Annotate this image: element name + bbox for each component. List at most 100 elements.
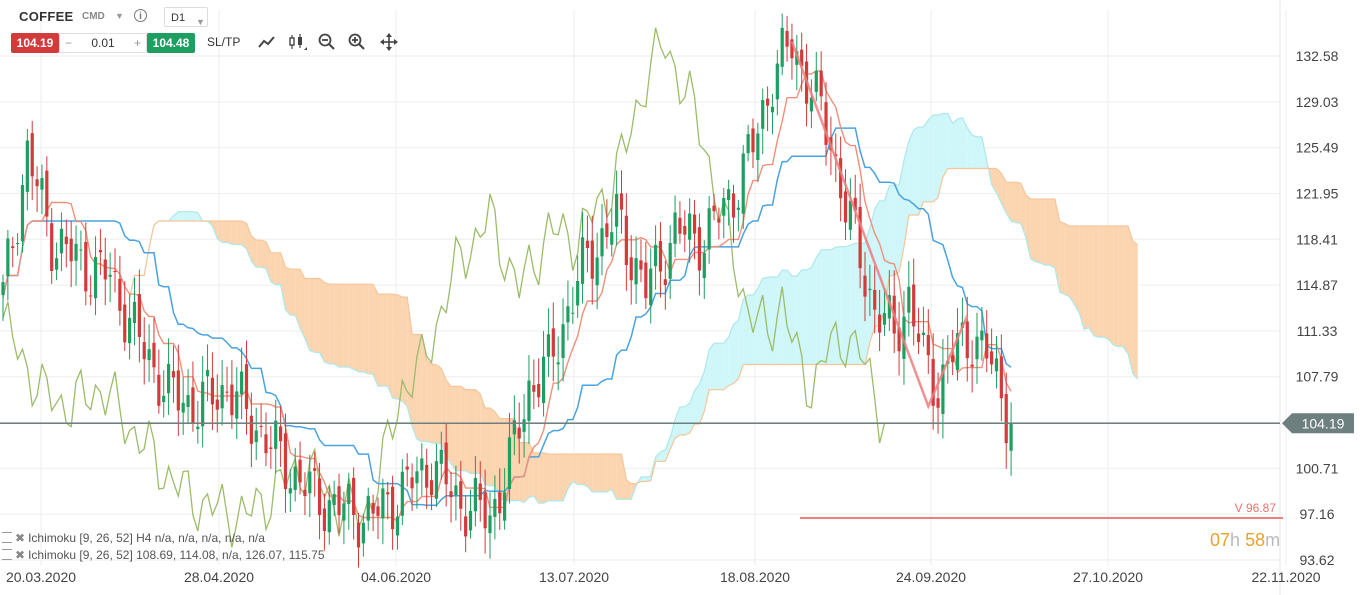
cloud-segment-bear bbox=[358, 284, 364, 372]
x-tick-label: 27.10.2020 bbox=[1073, 569, 1143, 585]
cloud-segment-bull bbox=[899, 160, 904, 273]
timeframe-select[interactable]: D1 ▼ bbox=[164, 7, 208, 27]
info-icon[interactable]: i bbox=[134, 9, 147, 22]
cloud-segment-bull bbox=[830, 247, 836, 365]
candle-up bbox=[668, 243, 672, 279]
candle-up bbox=[59, 228, 64, 254]
indicator-label: Ichimoku [9, 26, 52] H4 n/a, n/a, n/a, n… bbox=[28, 531, 265, 545]
candle-up bbox=[288, 488, 292, 494]
cloud-segment-bull bbox=[660, 449, 666, 462]
cloud-segment-bear bbox=[339, 284, 344, 368]
move-icon[interactable] bbox=[379, 32, 399, 52]
candle-down bbox=[985, 333, 989, 359]
candle-up bbox=[166, 363, 171, 394]
candle-up bbox=[366, 495, 370, 521]
candle-up bbox=[980, 330, 984, 341]
candle-up bbox=[503, 492, 507, 521]
candle-up bbox=[994, 358, 999, 372]
buy-button[interactable]: 104.48 bbox=[147, 33, 195, 53]
volume-input[interactable]: 0.01 bbox=[91, 36, 115, 50]
cloud-segment-bear bbox=[460, 386, 466, 471]
cloud-segment-bear bbox=[1030, 199, 1036, 262]
cloud-segment-bull bbox=[835, 246, 841, 365]
candle-down bbox=[936, 398, 940, 408]
cloud-segment-bull bbox=[918, 126, 924, 216]
hamburger-icon[interactable] bbox=[2, 549, 12, 560]
candle-up bbox=[814, 70, 818, 92]
cloud-segment-bear bbox=[1113, 225, 1119, 347]
cloud-segment-bear bbox=[1074, 225, 1080, 314]
close-icon[interactable]: ✖ bbox=[15, 548, 26, 562]
candle-up bbox=[975, 336, 979, 360]
cloud-segment-bull bbox=[640, 477, 646, 482]
close-icon[interactable]: ✖ bbox=[15, 531, 26, 545]
cloud-segment-bear bbox=[1001, 173, 1007, 213]
indicator-legend-d1[interactable]: ✖ Ichimoku [9, 26, 52] 108.69, 114.08, n/… bbox=[2, 548, 325, 562]
candle-down bbox=[259, 425, 263, 427]
cloud-segment-bear bbox=[470, 389, 476, 474]
cloud-segment-bear bbox=[251, 235, 257, 268]
candles-icon[interactable] bbox=[287, 32, 307, 52]
candle-down bbox=[337, 486, 341, 516]
candle-down bbox=[498, 492, 502, 514]
candle-up bbox=[327, 500, 331, 533]
candle-up bbox=[736, 207, 740, 210]
line-chart-icon[interactable] bbox=[257, 32, 277, 52]
sltp-button[interactable]: SL/TP bbox=[207, 35, 241, 49]
candle-down bbox=[916, 333, 921, 343]
cloud-segment-bull bbox=[840, 246, 846, 365]
candle-up bbox=[566, 306, 570, 323]
cloud-segment-bear bbox=[1040, 199, 1046, 266]
candle-up bbox=[780, 27, 784, 67]
cloud-segment-bull bbox=[962, 117, 968, 169]
cloud-segment-bear bbox=[602, 454, 607, 492]
candle-up bbox=[293, 466, 297, 490]
candle-up bbox=[546, 334, 551, 357]
volume-increase-button[interactable]: + bbox=[133, 36, 141, 50]
candle-down bbox=[800, 49, 804, 67]
volume-decrease-button[interactable]: − bbox=[65, 36, 73, 50]
symbol-dropdown-icon[interactable]: ▼ bbox=[115, 11, 124, 21]
candle-down bbox=[926, 335, 930, 356]
cloud-segment-bull bbox=[183, 211, 189, 221]
candle-down bbox=[35, 179, 39, 187]
cloud-segment-bear bbox=[343, 284, 349, 368]
cloud-segment-bear bbox=[236, 220, 242, 245]
cloud-segment-bear bbox=[436, 364, 442, 444]
candle-down bbox=[551, 328, 555, 357]
cloud-segment-bear bbox=[280, 252, 286, 310]
candle-down bbox=[50, 223, 54, 272]
cloud-segment-bear bbox=[616, 454, 622, 500]
candle-down bbox=[712, 205, 716, 212]
zoom-out-icon[interactable] bbox=[317, 32, 337, 52]
zoom-in-icon[interactable] bbox=[347, 32, 367, 52]
candle-down bbox=[352, 477, 356, 515]
candle-down bbox=[1004, 394, 1008, 444]
cloud-segment-bull bbox=[933, 115, 939, 202]
cloud-segment-bull bbox=[845, 245, 851, 365]
candle-down bbox=[410, 477, 414, 489]
cloud-segment-bear bbox=[270, 252, 276, 285]
candle-up bbox=[571, 312, 575, 314]
chart-toolbar: COFFEE CMD ▼ i D1 ▼ 104.19 − 0.01 + 104.… bbox=[0, 0, 420, 60]
y-tick-label: 111.33 bbox=[1297, 323, 1338, 339]
volume-stepper[interactable]: − 0.01 + bbox=[59, 33, 147, 53]
cloud-segment-bull bbox=[777, 270, 783, 365]
candle-up bbox=[454, 485, 458, 496]
candle-up bbox=[955, 333, 960, 371]
candle-up bbox=[128, 317, 132, 344]
candle-down bbox=[517, 427, 521, 439]
cloud-segment-bear bbox=[533, 452, 539, 504]
cloud-segment-bull bbox=[816, 249, 822, 365]
candle-up bbox=[342, 503, 346, 521]
cloud-segment-bull bbox=[811, 257, 817, 365]
sell-button[interactable]: 104.19 bbox=[11, 33, 59, 53]
candle-up bbox=[775, 63, 779, 100]
cloud-segment-bull bbox=[655, 452, 661, 462]
hamburger-icon[interactable] bbox=[2, 532, 12, 543]
symbol-name[interactable]: COFFEE bbox=[19, 9, 74, 24]
candle-up bbox=[580, 237, 585, 284]
candle-up bbox=[756, 133, 760, 160]
indicator-legend-h4[interactable]: ✖ Ichimoku [9, 26, 52] H4 n/a, n/a, n/a, … bbox=[2, 531, 265, 545]
